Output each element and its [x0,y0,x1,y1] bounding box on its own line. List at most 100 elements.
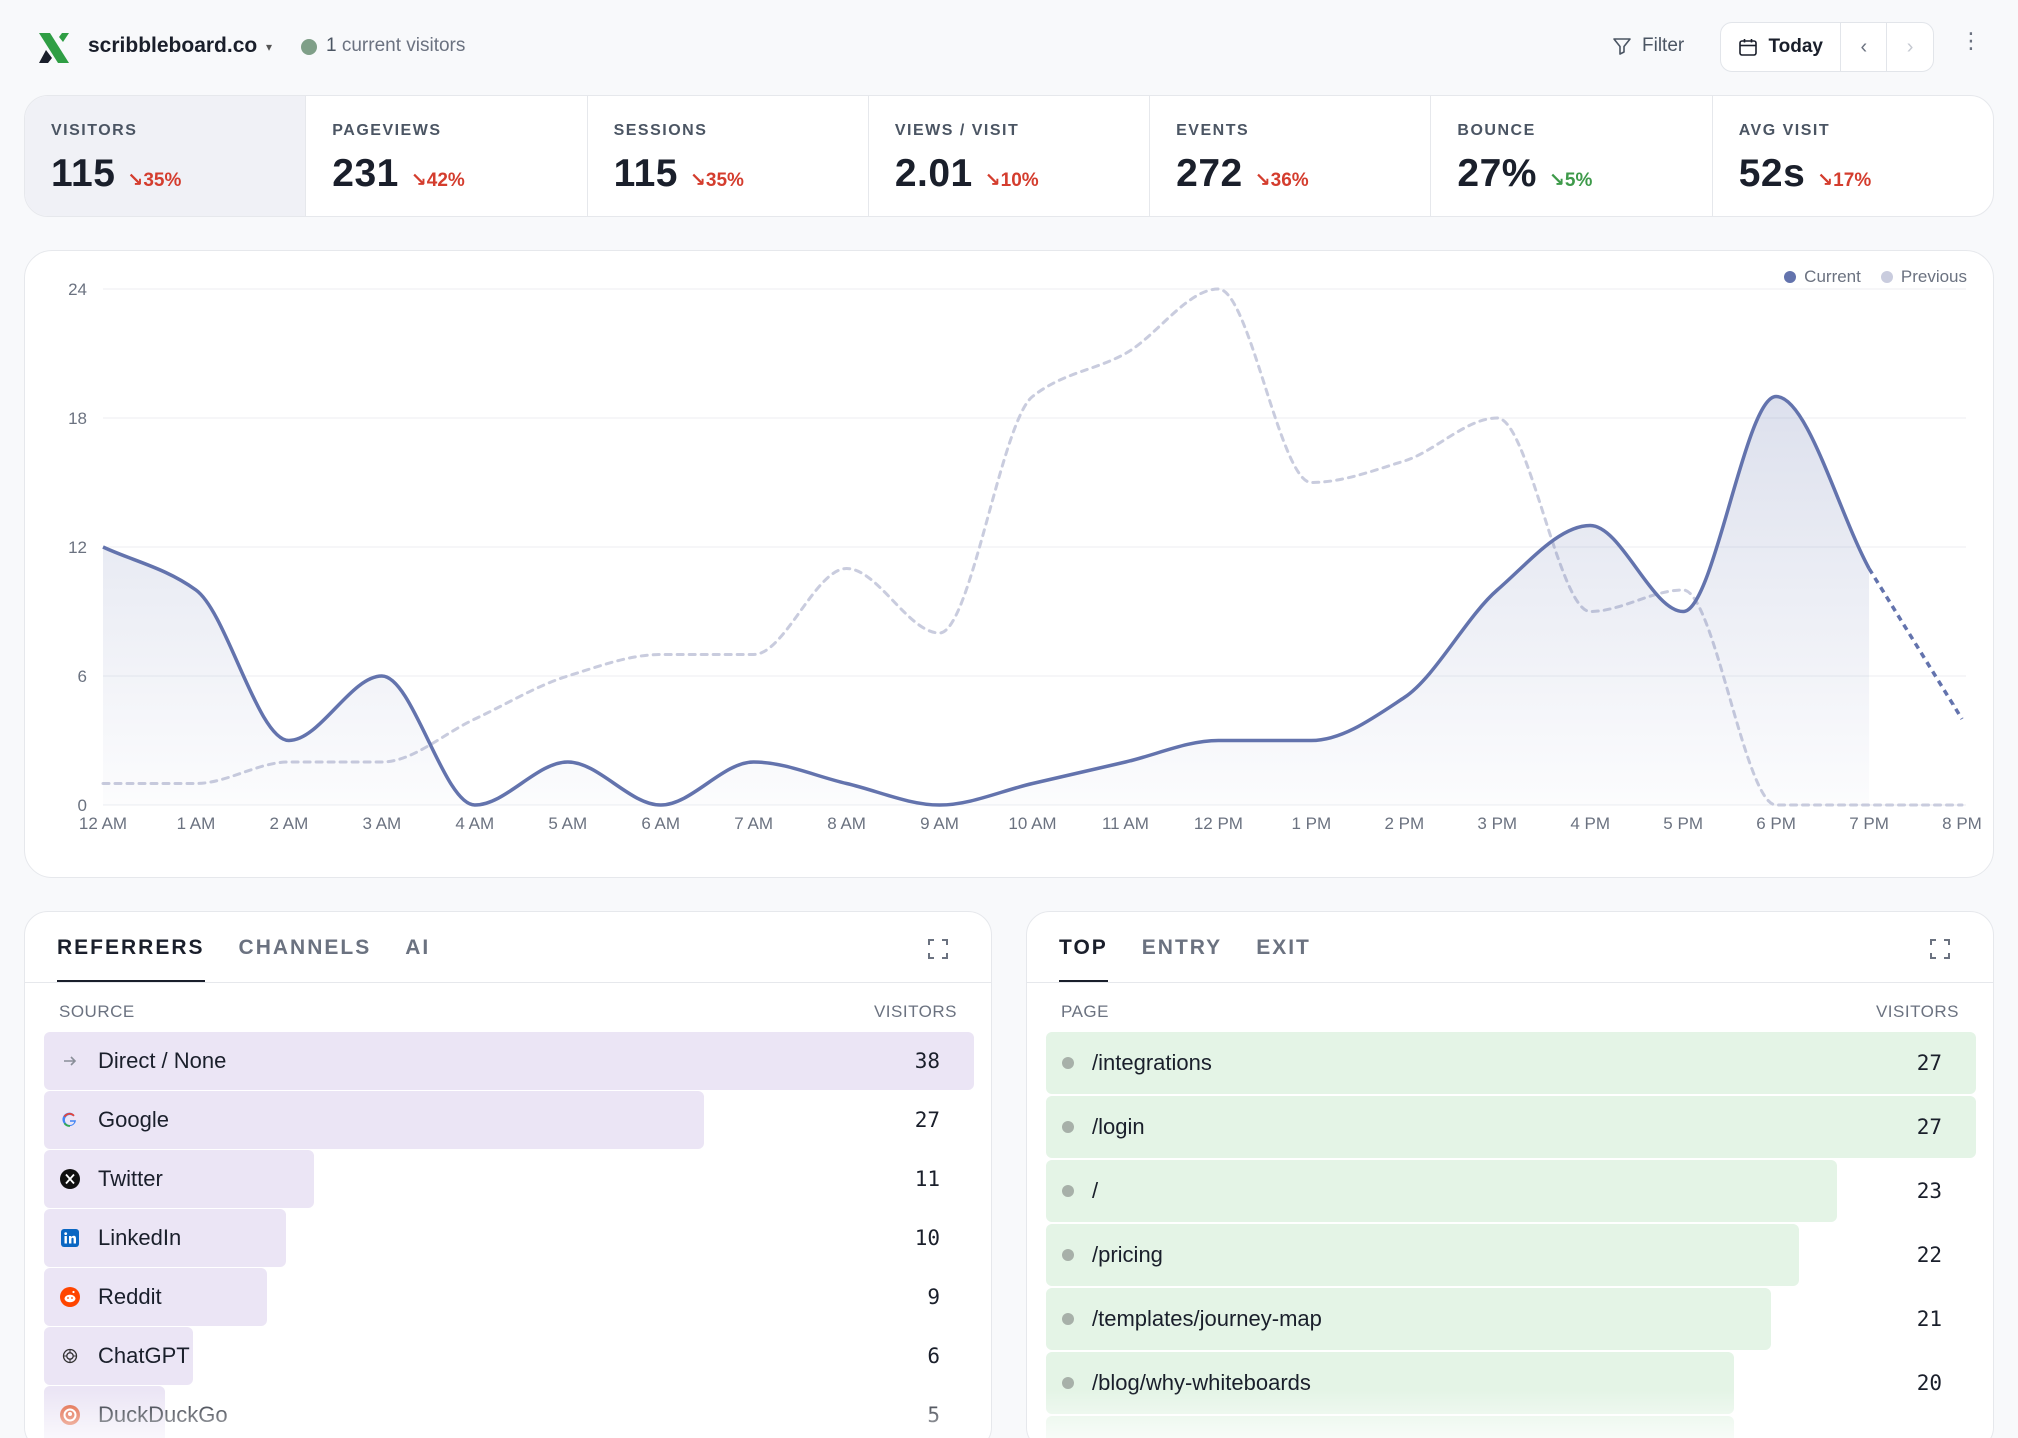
page-row[interactable]: /pricing 22 [1046,1224,1974,1286]
date-range-label: Today [1768,36,1823,57]
legend-previous[interactable]: Previous [1880,267,1967,287]
stat-value: 115 [51,152,116,195]
page-bar [1046,1288,1771,1350]
referrer-row-google[interactable]: Google 27 [44,1091,972,1149]
stat-events[interactable]: EVENTS 272 ↘36% [1150,96,1432,216]
stat-value: 272 [1176,152,1243,195]
site-switcher-caret-icon[interactable]: ▾ [266,40,273,54]
page-bar [1046,1032,1976,1094]
x-tick-label: 12 AM [79,814,127,833]
more-options-icon[interactable]: ⋮ [1960,28,1982,53]
referrer-bar [44,1327,193,1385]
stat-bounce[interactable]: BOUNCE 27% ↘5% [1431,96,1713,216]
scribbleboard-logo[interactable] [36,30,72,66]
x-tick-label: 5 PM [1663,814,1703,833]
referrer-bar [44,1150,314,1208]
x-tick-label: 8 PM [1942,814,1982,833]
chart-canvas: 0 6 12 18 24 12 AM 1 AM 2 AM 3 AM 4 AM 5 AM 6 AM 7 A… [68,280,1982,833]
stat-change-badge: ↘10% [984,170,1039,191]
column-header-source: SOURCE [59,1002,135,1021]
stat-visitors[interactable]: VISITORS 115 ↘35% [25,96,307,216]
tab-top[interactable]: TOP [1059,936,1108,982]
referrer-row-twitter[interactable]: Twitter 11 [44,1150,972,1208]
page-row[interactable]: /login 27 [1046,1096,1976,1158]
stat-value: 27% [1457,152,1537,195]
page-row[interactable]: / 23 [1046,1160,1974,1222]
tab-referrers[interactable]: REFERRERS [57,936,205,982]
referrer-row-reddit[interactable]: Reddit 9 [44,1268,972,1326]
filter-button[interactable]: Filter [1612,28,1684,64]
tab-entry[interactable]: ENTRY [1141,936,1223,959]
calendar-icon [1739,39,1758,56]
referrers-tabs: REFERRERS CHANNELS AI [57,936,430,982]
legend-previous-swatch [1880,271,1893,283]
stat-value: 2.01 [894,152,973,195]
filter-label: Filter [1642,35,1685,56]
stat-value-row: 272 ↘36% [1176,152,1430,196]
stat-label: EVENTS [1176,122,1250,139]
x-tick-label: 9 AM [920,814,959,833]
referrer-bar [44,1268,267,1326]
page-bar [1046,1224,1799,1286]
x-tick-label: 2 AM [270,814,309,833]
legend-previous-label: Previous [1900,267,1967,286]
referrer-row-direct-none[interactable]: Direct / None 38 [44,1032,974,1090]
y-tick-label: 18 [68,409,87,428]
previous-period-button[interactable]: ‹ [1841,23,1888,71]
expand-icon[interactable] [927,938,949,960]
stat-value-row: 2.01 ↘10% [895,152,1149,196]
current-visitors-count: 1 [326,35,337,56]
page-row[interactable]: /templates/journey-map 21 [1046,1288,1974,1350]
tab-ai[interactable]: AI [405,936,431,959]
stat-pageviews[interactable]: PAGEVIEWS 231 ↘42% [306,96,588,216]
tab-channels[interactable]: CHANNELS [238,936,372,959]
referrer-visitors: 38 [914,1049,940,1073]
referrers-panel: REFERRERS CHANNELS AI SOURCE VISITORS Di… [24,911,992,1438]
tab-exit[interactable]: EXIT [1256,936,1311,959]
expand-icon[interactable] [1929,938,1951,960]
referrer-label: ChatGPT [98,1343,190,1368]
stat-value-row: 231 ↘42% [332,152,586,196]
x-tick-label: 1 AM [177,814,216,833]
legend-current[interactable]: Current [1784,267,1861,287]
x-tick-label: 7 PM [1849,814,1889,833]
x-tick-label: 6 AM [641,814,680,833]
series-current-line [102,394,1871,807]
current-visitors[interactable]: 1 current visitors [326,35,465,57]
next-period-button[interactable]: › [1906,35,1914,58]
x-tick-label: 11 AM [1102,814,1149,833]
page-visitors: 27 [1916,1051,1942,1075]
stat-change-badge: ↘17% [1817,170,1872,191]
stat-label: VIEWS / VISIT [894,122,1020,139]
google-icon [60,1110,80,1130]
site-name[interactable]: scribbleboard.co [88,34,258,57]
x-twitter-icon [60,1169,80,1189]
page-row[interactable]: /integrations 27 [1046,1032,1976,1094]
stat-sessions[interactable]: SESSIONS 115 ↘35% [588,96,869,216]
page-status-dot-icon [1062,1249,1074,1261]
chatgpt-icon [60,1346,80,1366]
referrer-bar [44,1032,974,1090]
top-bar: scribbleboard.co ▾ 1 current visitors Fi… [0,0,2018,94]
visitors-chart: 0 6 12 18 24 12 AM 1 AM 2 AM 3 AM 4 AM 5 AM 6 AM 7 A… [24,250,1994,878]
date-range-button[interactable]: Today [1721,23,1842,71]
stat-avg-visit[interactable]: AVG VISIT 52s ↘17% [1713,96,1993,216]
stat-change-badge: ↘5% [1548,170,1593,191]
referrer-row-linkedin[interactable]: LinkedIn 10 [44,1209,972,1267]
page-visitors: 27 [1916,1115,1942,1139]
page-status-dot-icon [1062,1057,1074,1069]
referrer-row-chatgpt[interactable]: ChatGPT 6 [44,1327,972,1385]
column-header-page: PAGE [1061,1002,1109,1021]
pages-tabs: TOP ENTRY EXIT [1059,936,1311,982]
stat-value: 52s [1738,152,1806,195]
pages-panel: TOP ENTRY EXIT PAGE VISITORS /integratio… [1026,911,1994,1438]
referrers-list: Direct / None 38 Google 27 Twitter 11 LinkedIn… [44,1032,974,1438]
y-tick-label: 12 [68,538,87,557]
stat-value-row: 27% ↘5% [1457,152,1711,196]
page-path: /integrations [1092,1050,1212,1075]
stat-views-visit[interactable]: VIEWS / VISIT 2.01 ↘10% [869,96,1151,216]
filter-icon [1613,38,1631,55]
stats-strip: VISITORS 115 ↘35% PAGEVIEWS 231 ↘42% SESSIONS 1… [24,95,1994,217]
linkedin-icon [60,1228,80,1248]
y-tick-label: 6 [78,667,87,686]
